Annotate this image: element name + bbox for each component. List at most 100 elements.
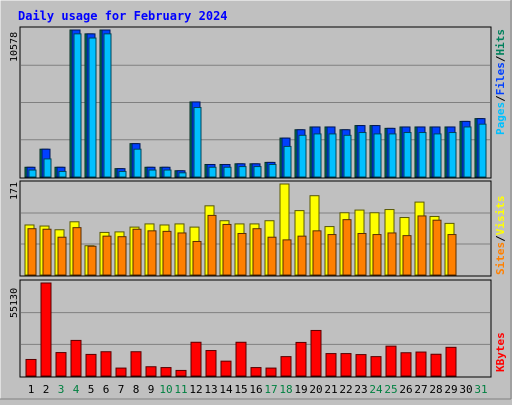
day-label: 11 [174,383,187,396]
day-label: 28 [429,383,442,396]
files-bar [193,107,202,178]
sites-bar [312,230,322,276]
day-label: 16 [249,383,262,396]
sites-bar [267,236,277,276]
files-bar [448,132,457,178]
kbytes-panel-frame [19,279,492,378]
files-bar [418,132,427,178]
hits-ymax-label: 10578 [9,32,20,62]
files-bar [343,134,352,178]
files-bar [73,33,82,178]
sites-bar [372,234,382,276]
files-bar [238,166,247,178]
files-bar [148,169,157,178]
kbytes-bar [115,367,127,377]
sites-bar [237,232,247,276]
kbytes-bar [400,352,412,377]
day-label: 6 [103,383,110,396]
files-bar [298,134,307,178]
files-bar [373,133,382,178]
sites-bar [252,228,262,276]
day-label: 12 [189,383,202,396]
files-bar [58,170,67,178]
legend-pages: Pages [494,102,507,135]
kbytes-bar [70,339,82,377]
files-bar [28,169,37,178]
legend-visits: Visits [494,196,507,236]
day-label: 30 [459,383,472,396]
day-label: 10 [159,383,172,396]
kbytes-bar [160,367,172,377]
day-label: 8 [133,383,140,396]
day-label: 26 [399,383,412,396]
kbytes-bar [430,353,442,377]
files-bar [253,166,262,178]
kbytes-bar [280,356,292,377]
kbytes-bar [85,353,97,377]
day-label: 9 [148,383,155,396]
day-label: 29 [444,383,457,396]
kbytes-bar [175,369,187,377]
day-labels: 1 2 3 4 5 6 7 8 9 10 11 12 13 14 15 16 17 18 19 20 21 22 23 24 2… [28,383,488,396]
day-label: 17 [264,383,277,396]
day-label: 21 [324,383,337,396]
files-bar [478,123,487,178]
files-bar [163,169,172,178]
files-bar [133,148,142,178]
sites-bar [27,228,37,276]
sites-bar [342,219,352,276]
sites-bar [132,228,142,276]
kbytes-bar [190,341,202,377]
kbytes-bar [370,356,382,377]
kbytes-bar [220,360,232,377]
sites-bar [417,215,427,276]
day-label: 27 [414,383,427,396]
legend-sites-visits: Sites/Visits [494,196,507,276]
files-bar [268,163,277,178]
chart-title: Daily usage for February 2024 [18,9,228,23]
day-label: 22 [339,383,352,396]
kbytes-bar [310,329,322,377]
files-bar [463,126,472,178]
sites-bar [72,227,82,276]
files-bar [403,132,412,178]
sites-bar [87,245,97,276]
bars-layer [24,29,487,377]
kbytes-bar [40,282,52,377]
kbytes-bar [100,351,112,377]
sites-bar [402,235,412,276]
legend-sites: Sites [494,242,507,275]
sites-bar [192,240,202,276]
kbytes-bar [355,354,367,377]
files-bar [43,158,52,178]
sites-bar [297,235,307,276]
files-bar [358,132,367,178]
day-label: 31 [474,383,487,396]
visits-ymax-label: 171 [9,182,20,200]
hits-panel-frame [19,26,492,179]
kbytes-bar [385,345,397,377]
files-bar [388,133,397,178]
kbytes-bar [25,358,37,377]
sites-bar [282,239,292,276]
day-label: 18 [279,383,292,396]
kbytes-bar [145,366,157,377]
day-label: 5 [88,383,95,396]
day-label: 19 [294,383,307,396]
day-label: 15 [234,383,247,396]
kbytes-bar [130,351,142,377]
kbytes-bar [445,346,457,377]
sites-bar [357,232,367,276]
sites-bar [432,219,442,276]
sites-bar [57,236,67,276]
sites-bar [447,234,457,276]
kbytes-bar [340,353,352,377]
kbytes-bar [205,350,217,377]
sites-bar [117,236,127,276]
kbytes-bar [415,351,427,377]
kbytes-bar [295,341,307,377]
day-label: 23 [354,383,367,396]
day-label: 4 [73,383,80,396]
